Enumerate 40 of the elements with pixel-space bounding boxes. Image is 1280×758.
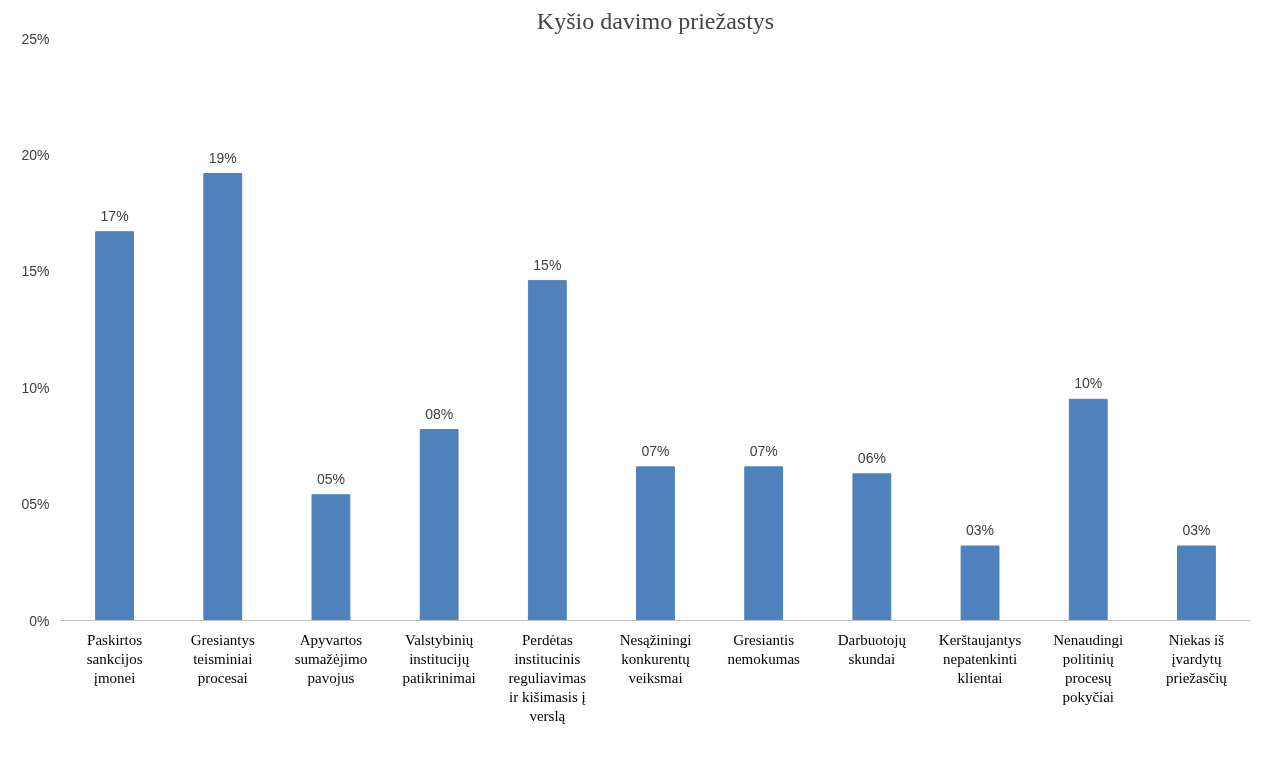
data-label: 03%: [1182, 522, 1211, 538]
bar: [203, 173, 243, 621]
x-tick-label: Paskirtos sankcijos įmonei: [86, 631, 143, 686]
data-label: 03%: [966, 522, 995, 538]
x-tick-label: Nesąžiningi konkurentų veiksmai: [619, 631, 692, 686]
x-tick-label: Niekas iš įvardytų priežasčių: [1166, 631, 1228, 686]
y-tick-label: 0%: [29, 612, 50, 629]
bar: [1068, 398, 1108, 621]
data-label: 07%: [641, 442, 670, 459]
data-label: 06%: [857, 449, 886, 466]
x-tick-label: Valstybinių institucijų patikrinimai: [402, 631, 476, 686]
data-label: 15%: [533, 256, 562, 273]
data-label: 07%: [749, 442, 778, 459]
y-tick-label: 15%: [21, 263, 50, 280]
y-tick-label: 05%: [21, 496, 50, 513]
bar: [852, 473, 892, 621]
data-label: 10%: [1074, 375, 1103, 392]
x-tick-label: Perdėtas institucinis reguliavimas ir kišimasis į verslą: [508, 631, 587, 725]
chart-title: Kyšio davimo priežastys: [536, 7, 775, 34]
data-label: 08%: [425, 405, 454, 422]
bar: [527, 280, 567, 621]
x-tick-label: Kerštaujantys nepatenkinti klientai: [938, 631, 1022, 686]
bar: [419, 429, 459, 621]
bar: [95, 231, 135, 621]
data-label: 19%: [208, 149, 237, 166]
y-tick-label: 20%: [21, 146, 50, 163]
x-tick-label: Apyvartos sumažėjimo pavojus: [294, 631, 368, 686]
x-tick-label: Darbuotojų skundai: [837, 631, 907, 667]
bar: [636, 466, 675, 621]
x-tick-label: Nenaudingi politinių procesų pokyčiai: [1053, 631, 1124, 706]
y-tick-label: 25%: [21, 30, 50, 47]
bar: [1176, 545, 1216, 621]
data-label: 05%: [316, 470, 345, 487]
y-tick-label: 10%: [21, 379, 50, 396]
bar: [960, 545, 1000, 621]
x-tick-label: Gresiantys teisminiai procesai: [190, 631, 256, 686]
data-label: 17%: [100, 207, 129, 224]
bar: [311, 494, 351, 621]
x-tick-label: Gresiantis nemokumas: [727, 631, 801, 667]
bar: [744, 466, 784, 621]
